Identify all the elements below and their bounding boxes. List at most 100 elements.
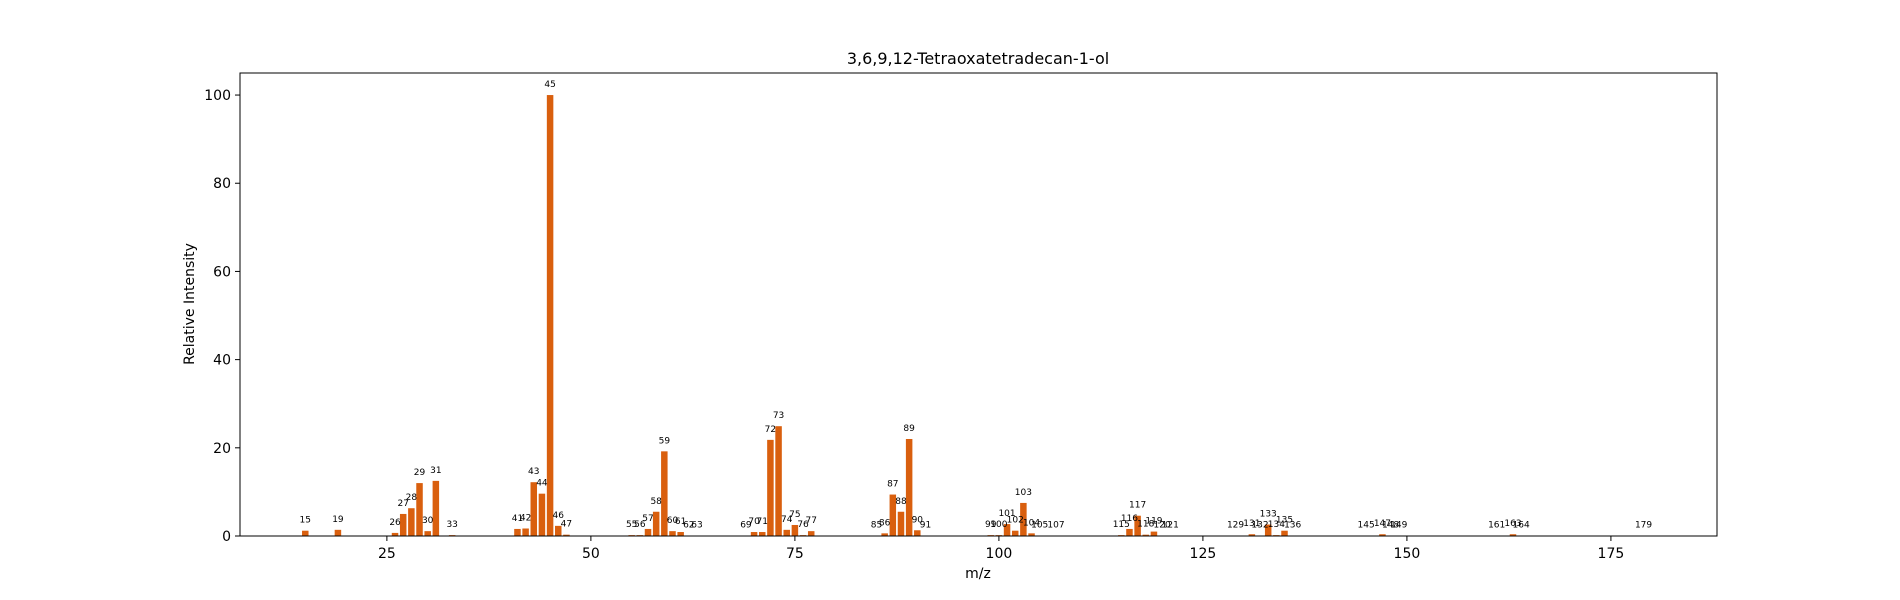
peak-label-163: 163 (1504, 519, 1521, 529)
peak-label-100: 100 (990, 520, 1007, 530)
peak-label-107: 107 (1047, 521, 1064, 531)
peak-bar-26 (391, 532, 399, 536)
peak-label-74: 74 (781, 515, 793, 525)
peak-bar-28 (408, 508, 415, 536)
y-axis-label: Relative Intensity (182, 243, 198, 365)
peak-bar-19 (334, 529, 342, 536)
peak-label-73: 73 (773, 411, 784, 421)
y-tick-label-60: 60 (213, 264, 231, 280)
peak-label-121: 121 (1162, 521, 1179, 531)
peak-label-86: 86 (879, 518, 891, 528)
peak-bar-41 (514, 528, 521, 536)
peak-bar-104 (1028, 533, 1035, 536)
peak-bar-86 (881, 533, 888, 536)
peak-label-99: 99 (985, 520, 997, 530)
peak-label-87: 87 (887, 480, 898, 490)
peak-bar-135 (1281, 530, 1288, 536)
peak-label-149: 149 (1390, 521, 1407, 531)
peak-label-31: 31 (430, 466, 441, 476)
peak-label-59: 59 (659, 436, 671, 446)
x-tick-label-25: 25 (378, 546, 396, 562)
x-tick-label-125: 125 (1190, 546, 1217, 562)
peak-label-147: 147 (1374, 519, 1391, 529)
peak-label-105: 105 (1031, 521, 1048, 531)
peak-bar-147 (1379, 534, 1386, 536)
peak-label-45: 45 (544, 80, 555, 90)
peak-label-70: 70 (748, 517, 760, 527)
peak-bar-118 (1142, 534, 1150, 536)
peak-label-119: 119 (1145, 517, 1162, 527)
peak-label-60: 60 (667, 516, 679, 526)
x-tick-label-75: 75 (786, 546, 804, 562)
peak-label-148: 148 (1382, 521, 1399, 531)
peak-bar-57 (644, 528, 652, 536)
peak-bar-30 (424, 531, 431, 536)
chart-title: 3,6,9,12-Tetraoxatetradecan-1-ol (847, 49, 1109, 68)
peak-bar-73 (775, 426, 782, 536)
x-tick-label-150: 150 (1394, 546, 1421, 562)
peak-bar-89 (905, 438, 913, 536)
peak-label-44: 44 (536, 479, 548, 489)
y-axis-ticks: 0 20 40 60 80 100 (204, 88, 240, 545)
y-tick-label-20: 20 (213, 441, 231, 457)
peak-bar-71 (759, 532, 766, 536)
peak-label-103: 103 (1015, 488, 1032, 498)
peak-bar-46 (555, 525, 562, 536)
y-tick-label-100: 100 (204, 88, 231, 104)
peak-bar-116 (1126, 528, 1133, 536)
peak-label-29: 29 (414, 468, 426, 478)
peak-label-129: 129 (1227, 521, 1244, 531)
peak-bar-133 (1264, 524, 1272, 536)
peak-label-135: 135 (1276, 516, 1293, 526)
peak-label-61: 61 (675, 517, 686, 527)
peak-bar-90 (914, 530, 921, 536)
peak-label-15: 15 (300, 516, 311, 526)
peak-label-76: 76 (797, 520, 809, 530)
peak-label-164: 164 (1513, 521, 1530, 531)
x-tick-label-50: 50 (582, 546, 600, 562)
peak-bar-47 (563, 534, 570, 536)
bars-layer (302, 95, 1647, 537)
peak-label-104: 104 (1023, 518, 1040, 528)
peak-bar-75 (791, 524, 799, 536)
peak-bar-42 (522, 528, 529, 536)
peak-label-133: 133 (1260, 510, 1277, 520)
peak-label-28: 28 (406, 493, 418, 503)
peak-bar-27 (399, 513, 407, 536)
peak-label-120: 120 (1154, 521, 1171, 531)
x-axis-ticks: 25 50 75 100 125 150 175 (378, 536, 1624, 562)
peak-label-134: 134 (1268, 520, 1285, 530)
peak-label-58: 58 (650, 497, 662, 507)
peak-label-71: 71 (757, 517, 768, 527)
peak-label-161: 161 (1488, 521, 1505, 531)
peak-bar-61 (677, 532, 684, 536)
peak-label-85: 85 (871, 521, 882, 531)
y-tick-label-40: 40 (213, 353, 231, 369)
peak-label-69: 69 (740, 521, 752, 531)
peak-label-115: 115 (1113, 520, 1130, 530)
peak-label-43: 43 (528, 467, 539, 477)
peak-label-145: 145 (1358, 521, 1375, 531)
peak-bar-58 (652, 511, 660, 536)
peak-bar-45 (546, 95, 554, 537)
peak-label-116: 116 (1121, 514, 1138, 524)
y-tick-label-80: 80 (213, 176, 231, 192)
peak-label-117: 117 (1129, 501, 1146, 511)
peak-bar-103 (1020, 502, 1027, 536)
peak-label-88: 88 (895, 497, 907, 507)
peak-bar-44 (538, 493, 546, 536)
peak-bar-43 (530, 482, 538, 536)
peak-label-56: 56 (634, 520, 646, 530)
peak-label-41: 41 (512, 514, 523, 524)
peak-label-55: 55 (626, 520, 637, 530)
peak-bar-131 (1248, 534, 1256, 536)
plot-frame (239, 72, 1718, 537)
peak-bar-77 (807, 531, 815, 536)
peak-label-90: 90 (912, 515, 924, 525)
peak-bar-88 (897, 511, 905, 536)
x-tick-label-175: 175 (1598, 546, 1625, 562)
peak-bar-119 (1150, 531, 1158, 536)
peak-label-132: 132 (1251, 521, 1268, 531)
